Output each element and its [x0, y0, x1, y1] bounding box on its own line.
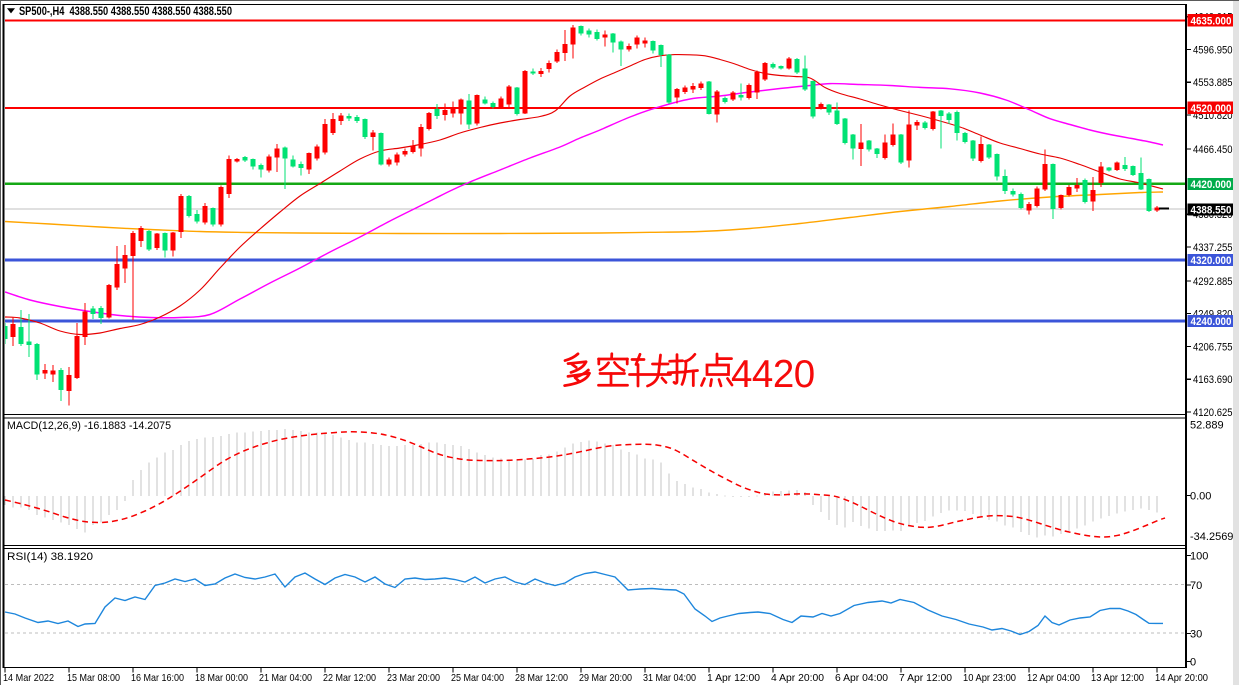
svg-text:4 Apr 20:00: 4 Apr 20:00	[771, 672, 824, 684]
svg-text:14 Apr 20:00: 14 Apr 20:00	[1155, 672, 1208, 684]
svg-text:29 Mar 20:00: 29 Mar 20:00	[579, 672, 632, 684]
svg-text:4292.885: 4292.885	[1193, 276, 1233, 288]
svg-text:13 Apr 12:00: 13 Apr 12:00	[1091, 672, 1144, 684]
svg-text:70: 70	[1190, 580, 1202, 592]
svg-text:16 Mar 16:00: 16 Mar 16:00	[131, 672, 184, 684]
svg-text:14 Mar 2022: 14 Mar 2022	[3, 672, 54, 684]
svg-text:4163.690: 4163.690	[1193, 374, 1233, 386]
svg-text:4596.950: 4596.950	[1193, 44, 1233, 56]
svg-text:23 Mar 20:00: 23 Mar 20:00	[387, 672, 440, 684]
svg-text:0.00: 0.00	[1190, 491, 1211, 503]
svg-text:31 Mar 04:00: 31 Mar 04:00	[643, 672, 696, 684]
svg-text:15 Mar 08:00: 15 Mar 08:00	[67, 672, 120, 684]
svg-text:4420: 4420	[731, 353, 815, 396]
svg-text:28 Mar 12:00: 28 Mar 12:00	[515, 672, 568, 684]
svg-text:25 Mar 04:00: 25 Mar 04:00	[451, 672, 504, 684]
svg-text:12 Apr 04:00: 12 Apr 04:00	[1027, 672, 1080, 684]
svg-text:4206.755: 4206.755	[1193, 341, 1233, 353]
svg-text:18 Mar 00:00: 18 Mar 00:00	[195, 672, 248, 684]
svg-text:10 Apr 23:00: 10 Apr 23:00	[963, 672, 1016, 684]
svg-text:4635.000: 4635.000	[1191, 16, 1232, 28]
svg-text:4240.000: 4240.000	[1191, 316, 1232, 328]
svg-text:4420.000: 4420.000	[1191, 179, 1232, 191]
svg-text:SP500-,H4 4388.550 4388.550 4: SP500-,H4 4388.550 4388.550 4388.550 438…	[19, 6, 232, 18]
svg-text:4120.625: 4120.625	[1193, 407, 1233, 419]
svg-text:4388.550: 4388.550	[1191, 205, 1232, 217]
svg-text:30: 30	[1190, 629, 1202, 641]
svg-text:22 Mar 12:00: 22 Mar 12:00	[323, 672, 376, 684]
svg-text:6 Apr 04:00: 6 Apr 04:00	[835, 672, 888, 684]
svg-text:7 Apr 12:00: 7 Apr 12:00	[899, 672, 952, 684]
svg-text:4320.000: 4320.000	[1191, 255, 1232, 267]
svg-text:4553.885: 4553.885	[1193, 77, 1233, 89]
svg-text:1 Apr 12:00: 1 Apr 12:00	[707, 672, 760, 684]
svg-text:4466.450: 4466.450	[1193, 144, 1233, 156]
svg-text:21 Mar 04:00: 21 Mar 04:00	[259, 672, 312, 684]
svg-text:MACD(12,26,9) -16.1883 -14.207: MACD(12,26,9) -16.1883 -14.2075	[7, 420, 171, 432]
svg-text:RSI(14) 38.1920: RSI(14) 38.1920	[7, 551, 93, 563]
svg-text:52.889: 52.889	[1190, 420, 1224, 432]
svg-text:-34.2569: -34.2569	[1190, 531, 1233, 543]
svg-text:4337.255: 4337.255	[1193, 242, 1233, 254]
svg-text:4520.000: 4520.000	[1191, 103, 1232, 115]
svg-text:0: 0	[1190, 657, 1196, 669]
svg-text:100: 100	[1190, 551, 1208, 563]
